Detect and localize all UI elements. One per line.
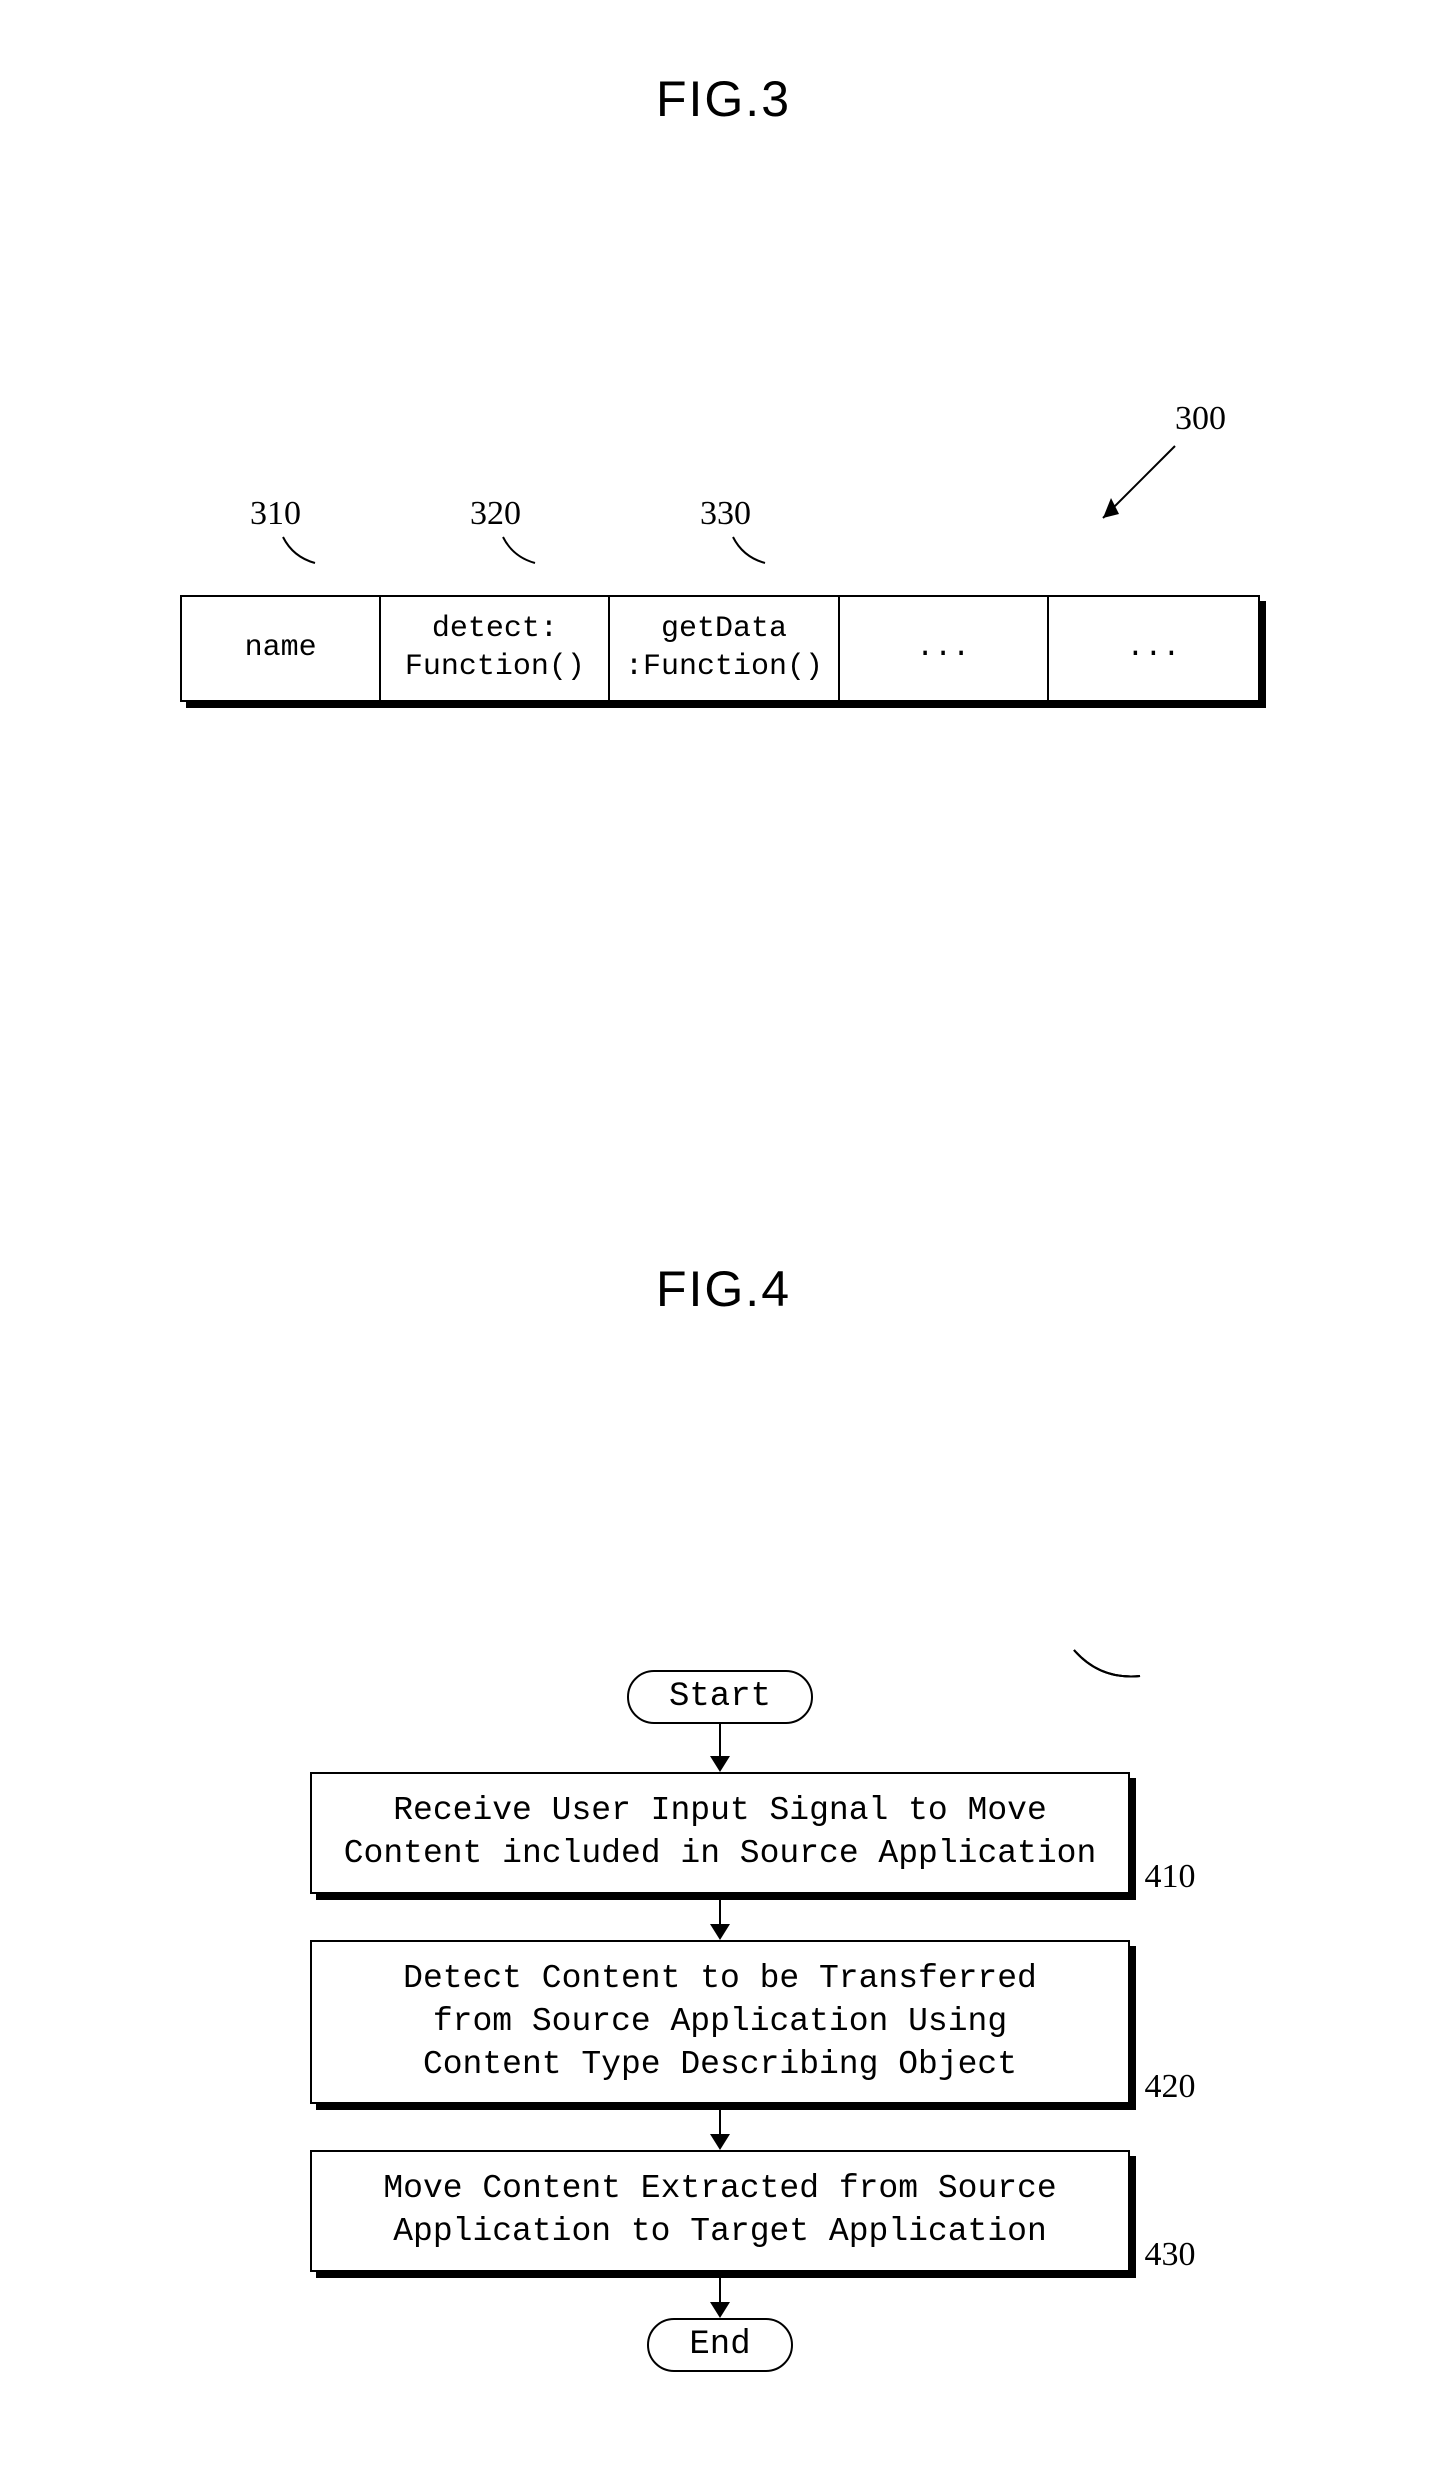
fig3-cell-getdata: getData :Function() [610, 597, 839, 700]
fig3-cell-ellipsis2: ... [1049, 597, 1258, 700]
fig4-ref-430: 430 [1145, 2236, 1196, 2274]
leader-icon [495, 535, 545, 565]
leader-icon [275, 535, 325, 565]
fig4-start-terminator: Start [627, 1670, 813, 1724]
fig4-row-430: Move Content Extracted from Source Appli… [310, 2150, 1130, 2272]
fig4-process-420: Detect Content to be Transferred from So… [310, 1940, 1130, 2105]
arrow-down-icon [719, 2102, 721, 2150]
arrow-icon [1075, 440, 1185, 540]
fig4-row-410: Receive User Input Signal to Move Conten… [310, 1772, 1130, 1894]
fig3-cell-ellipsis1: ... [840, 597, 1049, 700]
fig4-row-420: Detect Content to be Transferred from So… [310, 1940, 1130, 2105]
page: { "colors": { "background": "#ffffff", "… [0, 0, 1447, 2475]
fig4-flow: Start Receive User Input Signal to Move … [240, 1670, 1200, 2372]
fig3-table: name detect: Function() getData :Functio… [180, 595, 1260, 702]
fig4-container: Start Receive User Input Signal to Move … [240, 1670, 1200, 2372]
arrow-down-icon [719, 1724, 721, 1772]
fig3-ref-310: 310 [250, 495, 301, 533]
fig3-cell-name: name [182, 597, 381, 700]
leader-icon [1070, 1646, 1150, 1686]
fig3-title: FIG.3 [0, 70, 1447, 128]
fig4-process-430: Move Content Extracted from Source Appli… [310, 2150, 1130, 2272]
arrow-down-icon [719, 1892, 721, 1940]
fig4-end-terminator: End [647, 2318, 792, 2372]
fig4-ref-410: 410 [1145, 1858, 1196, 1896]
leader-icon [725, 535, 775, 565]
fig3-ref-330: 330 [700, 495, 751, 533]
fig4-title: FIG.4 [0, 1260, 1447, 1318]
fig3-ref-320: 320 [470, 495, 521, 533]
fig4-ref-420: 420 [1145, 2068, 1196, 2106]
arrow-down-icon [719, 2270, 721, 2318]
fig4-process-410: Receive User Input Signal to Move Conten… [310, 1772, 1130, 1894]
fig3-ref-300: 300 [1175, 400, 1226, 438]
fig3-cell-detect: detect: Function() [381, 597, 610, 700]
